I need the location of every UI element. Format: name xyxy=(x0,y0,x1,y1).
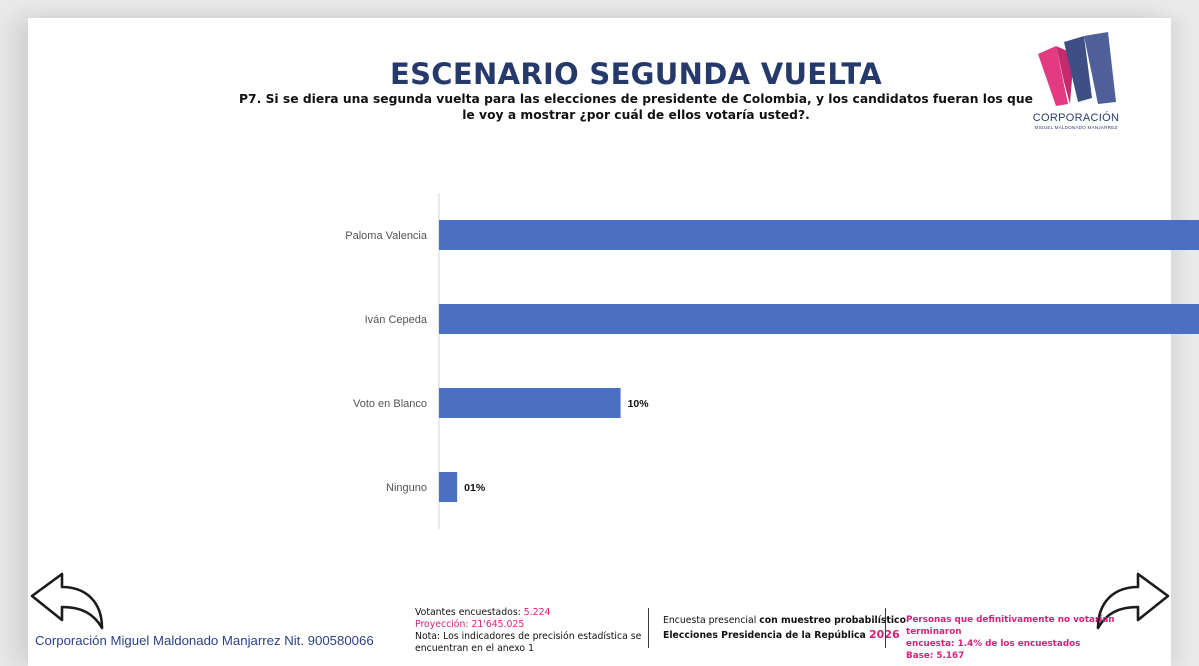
question-text: P7. Si se diera una segunda vuelta para … xyxy=(239,92,1033,122)
bar xyxy=(439,304,1199,334)
back-arrow-icon[interactable] xyxy=(28,570,110,632)
footer-divider-2 xyxy=(885,608,886,648)
data-label: 10% xyxy=(628,398,650,410)
logo-word: CORPORACIÓN xyxy=(1032,112,1120,124)
page-title: ESCENARIO SEGUNDA VUELTA xyxy=(390,57,882,91)
encuesta-line: Encuesta presencial con muestreo probabi… xyxy=(663,615,906,626)
category-label: Voto en Blanco xyxy=(353,398,427,410)
elecciones-line: Elecciones Presidencia de la República 2… xyxy=(663,628,906,643)
forward-arrow-icon[interactable] xyxy=(1090,570,1172,632)
survey-stats: Votantes encuestados: 5.224 Proyección: … xyxy=(415,607,641,655)
company-nit: Corporación Miguel Maldonado Manjarrez N… xyxy=(35,633,374,648)
bar xyxy=(439,388,621,418)
footer-divider xyxy=(648,608,649,648)
survey-method: Encuesta presencial con muestreo probabi… xyxy=(663,614,906,643)
votantes-value: 5.224 xyxy=(523,607,551,618)
logo-m-icon xyxy=(1038,32,1116,106)
category-label: Iván Cepeda xyxy=(365,314,428,326)
category-label: Ninguno xyxy=(386,482,427,494)
non-voters-note: Personas que definitivamente no votarían… xyxy=(906,614,1158,662)
elecciones-year: 2026 xyxy=(869,628,900,641)
base-line: Base: 5.167 xyxy=(906,651,965,661)
nota-line-1: Nota: Los indicadores de precisión estad… xyxy=(415,631,642,642)
personas-line-1: Personas que definitivamente no votarían… xyxy=(906,615,1115,637)
bar xyxy=(439,472,458,502)
slide xyxy=(28,18,1171,666)
bar-chart: Paloma Valencia47%Iván Cepeda42%Voto en … xyxy=(345,193,1199,529)
category-label: Paloma Valencia xyxy=(345,230,428,242)
personas-line-2: encuesta: 1.4% de los encuestados xyxy=(906,639,1081,649)
proyeccion-line: Proyección: 21'645.025 xyxy=(415,619,525,630)
votantes-line: Votantes encuestados: 5.224 xyxy=(415,607,551,618)
data-label: 01% xyxy=(464,482,486,494)
bar xyxy=(439,220,1199,250)
logo-subtitle: MIGUEL MALDONADO MANJARREZ xyxy=(1034,125,1118,130)
corporacion-logo: CORPORACIÓN MIGUEL MALDONADO MANJARREZ xyxy=(1030,32,1126,132)
nota-line-2: encuentran en el anexo 1 xyxy=(415,643,534,654)
